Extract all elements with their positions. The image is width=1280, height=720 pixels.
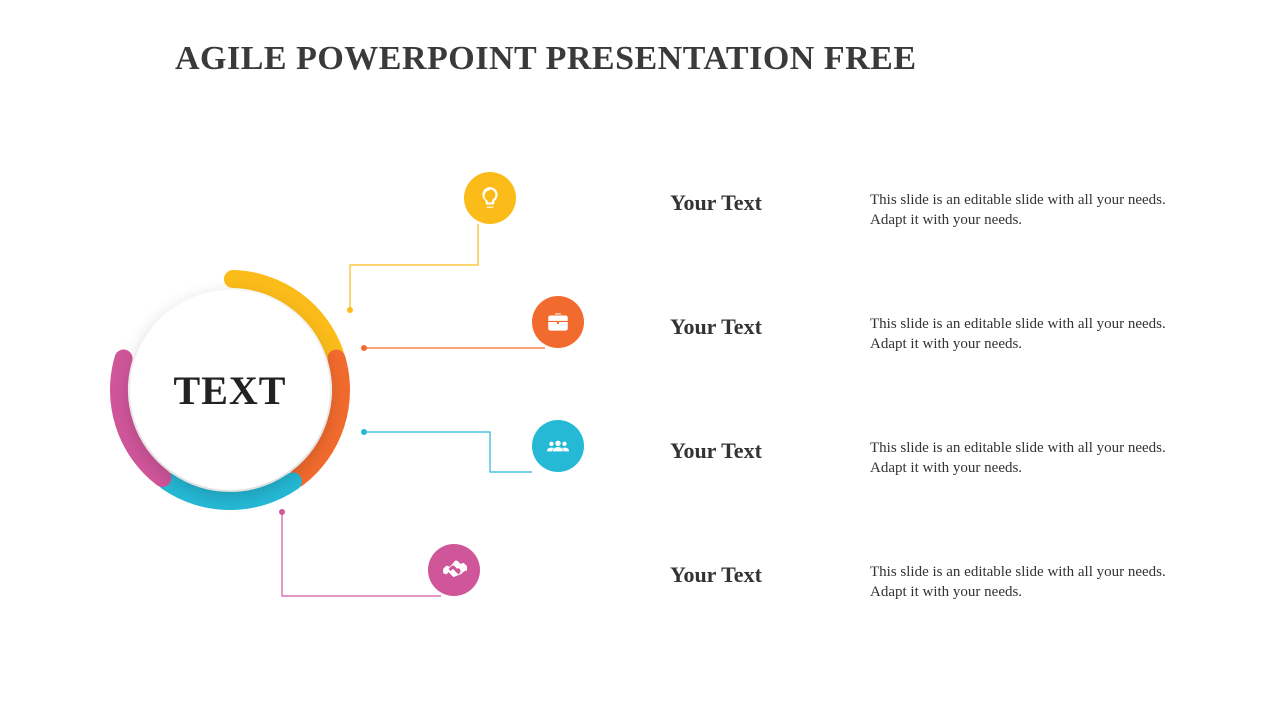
connector-dot (361, 429, 367, 435)
item-2-heading: Your Text (670, 314, 830, 340)
item-4-text: Your Text This slide is an editable slid… (670, 562, 1200, 603)
slide-title: AGILE POWERPOINT PRESENTATION FREE (175, 40, 917, 78)
briefcase-icon (545, 309, 571, 335)
users-icon (545, 433, 571, 459)
item-1-body: This slide is an editable slide with all… (870, 190, 1200, 231)
hub-circle: TEXT (110, 270, 350, 510)
connector-dot (361, 345, 367, 351)
item-3-icon-circle (532, 420, 584, 472)
item-3-heading: Your Text (670, 438, 830, 464)
item-2-text: Your Text This slide is an editable slid… (670, 314, 1200, 355)
item-3-body: This slide is an editable slide with all… (870, 438, 1200, 479)
connector-dot (279, 509, 285, 515)
item-1-heading: Your Text (670, 190, 830, 216)
item-4-heading: Your Text (670, 562, 830, 588)
item-2-body: This slide is an editable slide with all… (870, 314, 1200, 355)
item-3-text: Your Text This slide is an editable slid… (670, 438, 1200, 479)
connector-dot (347, 307, 353, 313)
hub-label: TEXT (174, 367, 287, 414)
hub-inner: TEXT (130, 290, 330, 490)
item-4-icon-circle (428, 544, 480, 596)
item-4-body: This slide is an editable slide with all… (870, 562, 1200, 603)
handshake-icon (441, 557, 467, 583)
lightbulb-icon (477, 185, 503, 211)
item-2-icon-circle (532, 296, 584, 348)
item-1-text: Your Text This slide is an editable slid… (670, 190, 1200, 231)
item-1-icon-circle (464, 172, 516, 224)
